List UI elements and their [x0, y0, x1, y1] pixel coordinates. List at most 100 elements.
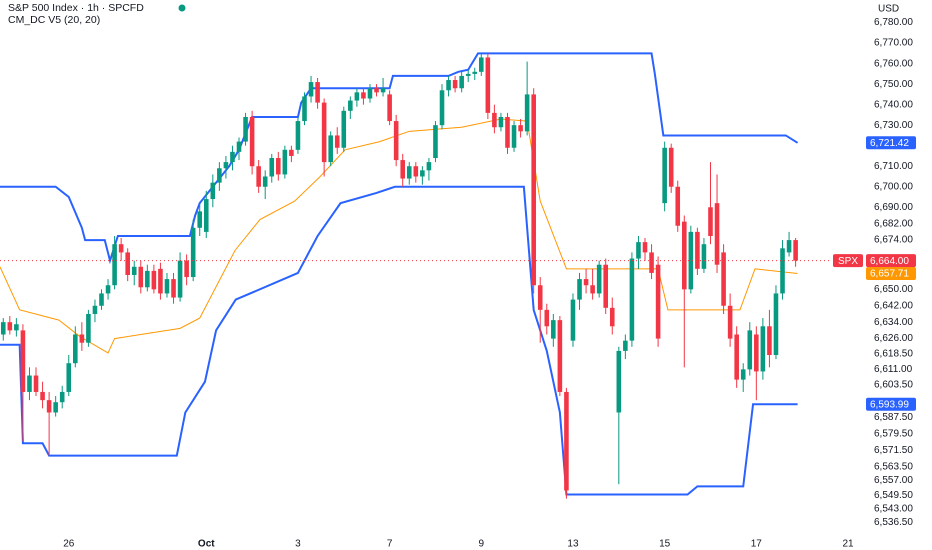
candle-body — [118, 244, 124, 253]
candle-body — [505, 116, 510, 148]
candle-body — [446, 80, 451, 91]
candle-body — [177, 260, 183, 298]
y-tick-label: 6,642.00 — [874, 300, 913, 311]
candle-body — [786, 240, 792, 253]
candle-body — [714, 203, 720, 265]
candle-body — [79, 334, 85, 343]
candle-body — [695, 231, 700, 269]
y-tick-label: 6,682.00 — [874, 218, 913, 229]
candle-body — [328, 135, 333, 163]
candle-body — [210, 182, 216, 200]
candle-body — [33, 375, 39, 392]
price-tag — [866, 254, 916, 268]
channel-line — [0, 52, 799, 265]
candle-body — [609, 307, 615, 327]
y-tick-label: 6,780.00 — [874, 17, 913, 28]
candle-body — [472, 71, 478, 74]
channel-line — [0, 185, 798, 496]
candle-body — [184, 260, 189, 278]
candle-body — [190, 227, 196, 278]
time-axis — [0, 536, 830, 550]
x-tick-label: Oct — [198, 539, 215, 550]
candle-body — [701, 244, 707, 269]
candle-body — [655, 264, 661, 339]
candle-body — [14, 324, 19, 331]
candle-body — [334, 135, 340, 148]
y-tick-label: 6,579.50 — [874, 429, 913, 440]
price-tag-label: 6,721.42 — [870, 138, 909, 149]
candle-body — [793, 240, 798, 261]
candle-body — [400, 160, 406, 179]
candle-body — [138, 266, 144, 288]
candle-body — [590, 285, 595, 294]
price-tag — [866, 136, 916, 150]
candle-body — [40, 391, 45, 401]
y-tick-label: 6,700.00 — [874, 181, 913, 192]
candle-body — [59, 391, 65, 403]
x-tick-label: 9 — [479, 539, 485, 550]
candle-body — [262, 176, 268, 187]
y-tick-label: 6,549.50 — [874, 490, 913, 501]
x-tick-label: 26 — [63, 539, 75, 550]
candle-body — [518, 125, 523, 132]
y-tick-label: 6,557.00 — [874, 475, 913, 486]
candle-body — [544, 309, 550, 327]
candle-body — [223, 162, 229, 169]
candle-body — [629, 258, 635, 341]
candle-body — [131, 266, 137, 275]
y-tick-label: 6,650.00 — [874, 284, 913, 295]
y-tick-label: 6,690.00 — [874, 202, 913, 213]
candle-body — [426, 162, 432, 171]
candle-body — [295, 121, 301, 150]
y-tick-label: 6,674.00 — [874, 235, 913, 246]
candle-body — [86, 313, 91, 343]
candle-body — [92, 305, 98, 314]
candle-body — [740, 369, 746, 380]
x-tick-label: 15 — [659, 539, 671, 550]
candle-body — [603, 264, 609, 308]
candle-body — [66, 363, 72, 392]
candle-body — [203, 199, 209, 232]
market-status — [178, 4, 186, 12]
price-tag-label: 6,664.00 — [870, 256, 909, 267]
candle-body — [459, 75, 464, 89]
candle-body — [420, 170, 425, 177]
x-tick-label: 3 — [295, 539, 301, 550]
indicator-title: CM_DC V5 (20, 20) — [8, 14, 100, 26]
candle-body — [354, 92, 360, 101]
candle-body — [315, 82, 320, 103]
candle-body — [321, 102, 327, 163]
candle-body — [374, 88, 379, 93]
y-tick-label: 6,618.50 — [874, 349, 913, 360]
candle-body — [393, 121, 399, 161]
candle-body — [243, 116, 248, 142]
candle-body — [649, 252, 654, 273]
candle-body — [73, 334, 78, 364]
y-tick-label: 6,587.50 — [874, 412, 913, 423]
candle-body — [125, 252, 130, 275]
candle-body — [524, 94, 530, 132]
candle-body — [145, 270, 150, 288]
x-tick-label: 17 — [751, 539, 763, 550]
candle-body — [479, 57, 484, 72]
candle-body — [341, 110, 347, 148]
y-tick-label: 6,710.00 — [874, 161, 913, 172]
axes: 6,780.00 6,770.00 6,760.00 6,750.00 6,740.00… — [63, 17, 916, 550]
candle-body — [492, 112, 497, 128]
candle-body — [754, 334, 759, 372]
candle-body — [348, 100, 353, 111]
y-tick-label: 6,730.00 — [874, 120, 913, 131]
candle-body — [760, 326, 766, 372]
y-tick-label: 6,750.00 — [874, 79, 913, 90]
candle-body — [20, 330, 26, 392]
y-tick-label: 6,760.00 — [874, 58, 913, 69]
candle-body — [171, 279, 176, 298]
candle-body — [282, 149, 288, 175]
price-tag-label: 6,657.71 — [870, 269, 909, 280]
candle-body — [636, 242, 641, 259]
candle-body — [727, 305, 733, 339]
candle-body — [99, 293, 104, 306]
candle-body — [151, 270, 157, 290]
candle-body — [675, 186, 681, 226]
candle-body — [27, 375, 32, 392]
